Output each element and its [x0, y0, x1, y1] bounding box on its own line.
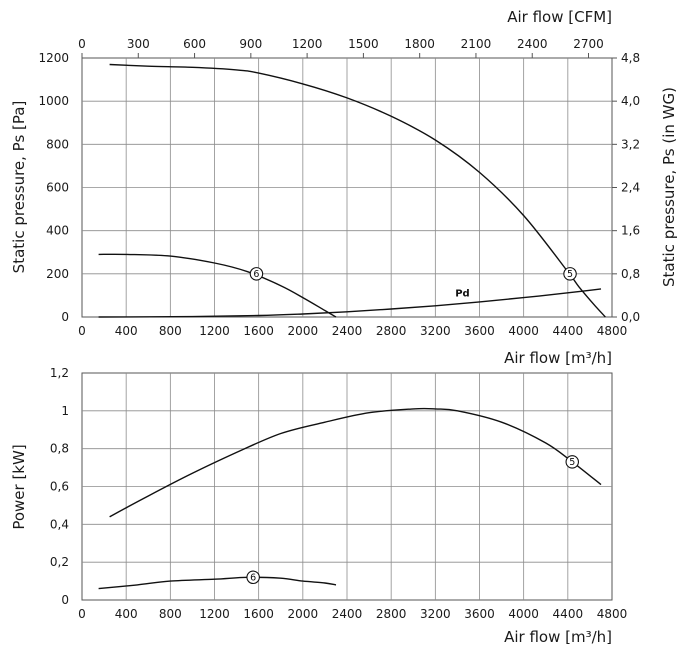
pressure-y-tick-label: 1000	[38, 94, 69, 108]
pressure-series-pd-line	[98, 288, 602, 318]
power-series	[98, 407, 602, 590]
pressure-marker-circle	[563, 267, 577, 281]
power-marker-label: 5	[569, 457, 575, 468]
power-marker-circle	[565, 455, 579, 469]
pressure-inwg-ticks: 0,0 0,8 1,6 2,4 3,2 4,0 4,8	[612, 51, 640, 324]
pressure-x-ticks: 0 400 800 1200 1600 2000 2400 2800 3200 3600 4000 4…	[78, 324, 627, 338]
pressure-x-tick-label: 4000	[508, 324, 539, 338]
pressure-cfm-tick-label: 2700	[573, 37, 604, 51]
power-x-tick-label: 1600	[243, 607, 274, 621]
power-x-axis-title: Air flow [m³/h]	[504, 628, 612, 646]
pressure-y-ticks: 0 200 400 600 800 1000 1200	[38, 51, 69, 324]
pressure-marker-6: 6	[249, 267, 264, 281]
pressure-top-x-axis-title: Air flow [CFM]	[507, 8, 612, 26]
pressure-cfm-tick-label: 1500	[348, 37, 379, 51]
pressure-cfm-ticks: 0 300 600 900 1200 1500 1800 2100 2400 2700	[78, 37, 604, 58]
power-x-tick-label: 4000	[508, 607, 539, 621]
power-x-tick-label: 3200	[420, 607, 451, 621]
power-x-tick-label: 2400	[332, 607, 363, 621]
pressure-x-tick-label: 3600	[464, 324, 495, 338]
pressure-inwg-tick-label: 4,0	[621, 94, 640, 108]
power-grid	[82, 373, 612, 600]
power-y-ticks: 0 0,2 0,4 0,6 0,8 1 1,2	[50, 366, 69, 607]
power-chart: 0 400 800 1200 1600 2000 2400 2800 3200 3600 4000 4…	[10, 366, 627, 646]
pd-annotation: Pd	[455, 288, 470, 299]
pressure-right-y-axis-title: Static pressure, Ps (in WG)	[660, 87, 678, 287]
pressure-inwg-tick-label: 3,2	[621, 137, 640, 151]
pressure-x-tick-label: 0	[78, 324, 86, 338]
pressure-x-tick-label: 1600	[243, 324, 274, 338]
pressure-y-tick-label: 400	[46, 224, 69, 238]
pressure-x-tick-label: 400	[115, 324, 138, 338]
power-y-tick-label: 0,6	[50, 480, 69, 494]
power-x-tick-label: 2000	[288, 607, 319, 621]
pressure-y-tick-label: 0	[61, 310, 69, 324]
pressure-x-tick-label: 1200	[199, 324, 230, 338]
power-marker-6: 6	[246, 570, 260, 585]
power-y-tick-label: 0,8	[50, 442, 69, 456]
pressure-marker-circle	[249, 267, 264, 281]
pressure-x-tick-label: 2800	[376, 324, 407, 338]
pressure-cfm-tick-label: 300	[127, 37, 150, 51]
pressure-cfm-tick-label: 1800	[404, 37, 435, 51]
pressure-chart: 0 400 800 1200 1600 2000 2400 2800 3200 3600 4000 4…	[10, 8, 678, 367]
pressure-x-tick-label: 4800	[597, 324, 628, 338]
pressure-cfm-tick-label: 1200	[292, 37, 323, 51]
power-y-tick-label: 0,2	[50, 555, 69, 569]
pressure-cfm-tick-label: 0	[78, 37, 86, 51]
power-y-tick-label: 1,2	[50, 366, 69, 380]
power-x-ticks: 0 400 800 1200 1600 2000 2400 2800 3200 3600 4000 4…	[78, 607, 627, 621]
pressure-inwg-tick-label: 0,8	[621, 267, 640, 281]
pressure-marker-label: 5	[567, 269, 573, 280]
power-x-tick-label: 400	[115, 607, 138, 621]
pressure-x-tick-label: 4400	[553, 324, 584, 338]
pressure-y-tick-label: 600	[46, 181, 69, 195]
power-x-tick-label: 3600	[464, 607, 495, 621]
pressure-inwg-tick-label: 2,4	[621, 181, 640, 195]
pressure-x-tick-label: 3200	[420, 324, 451, 338]
power-marker-5: 5	[565, 455, 579, 469]
pressure-x-tick-label: 800	[159, 324, 182, 338]
pressure-y-tick-label: 800	[46, 137, 69, 151]
power-x-tick-label: 800	[159, 607, 182, 621]
pressure-inwg-tick-label: 0,0	[621, 310, 640, 324]
power-series-6-line	[98, 576, 337, 590]
power-x-tick-label: 1200	[199, 607, 230, 621]
power-marker-label: 6	[250, 572, 256, 583]
pressure-y-axis-title: Static pressure, Ps [Pa]	[10, 101, 28, 274]
power-y-tick-label: 0,4	[50, 517, 69, 531]
power-y-tick-label: 1	[61, 404, 69, 418]
pressure-x-tick-label: 2400	[332, 324, 363, 338]
power-markers: 65	[246, 455, 579, 585]
power-x-tick-label: 0	[78, 607, 86, 621]
pressure-x-tick-label: 2000	[288, 324, 319, 338]
pressure-inwg-tick-label: 1,6	[621, 224, 640, 238]
pressure-y-tick-label: 200	[46, 267, 69, 281]
pressure-cfm-tick-label: 2100	[461, 37, 492, 51]
pressure-cfm-tick-label: 900	[239, 37, 262, 51]
power-x-tick-label: 4400	[553, 607, 584, 621]
pressure-marker-5: 5	[563, 267, 577, 281]
pressure-series-5-line	[109, 63, 606, 318]
power-series-5-line	[109, 407, 602, 518]
power-marker-circle	[246, 570, 260, 585]
power-y-axis-title: Power [kW]	[10, 444, 28, 529]
pressure-cfm-tick-label: 2400	[517, 37, 548, 51]
pressure-y-tick-label: 1200	[38, 51, 69, 65]
pressure-x-axis-title: Air flow [m³/h]	[504, 349, 612, 367]
pressure-inwg-tick-label: 4,8	[621, 51, 640, 65]
pressure-cfm-tick-label: 600	[183, 37, 206, 51]
power-x-tick-label: 4800	[597, 607, 628, 621]
power-y-tick-label: 0	[61, 593, 69, 607]
pressure-series-6-line	[98, 253, 337, 318]
pressure-series	[98, 63, 606, 318]
pressure-grid	[82, 58, 612, 317]
power-x-tick-label: 2800	[376, 607, 407, 621]
pressure-marker-label: 6	[253, 269, 259, 280]
